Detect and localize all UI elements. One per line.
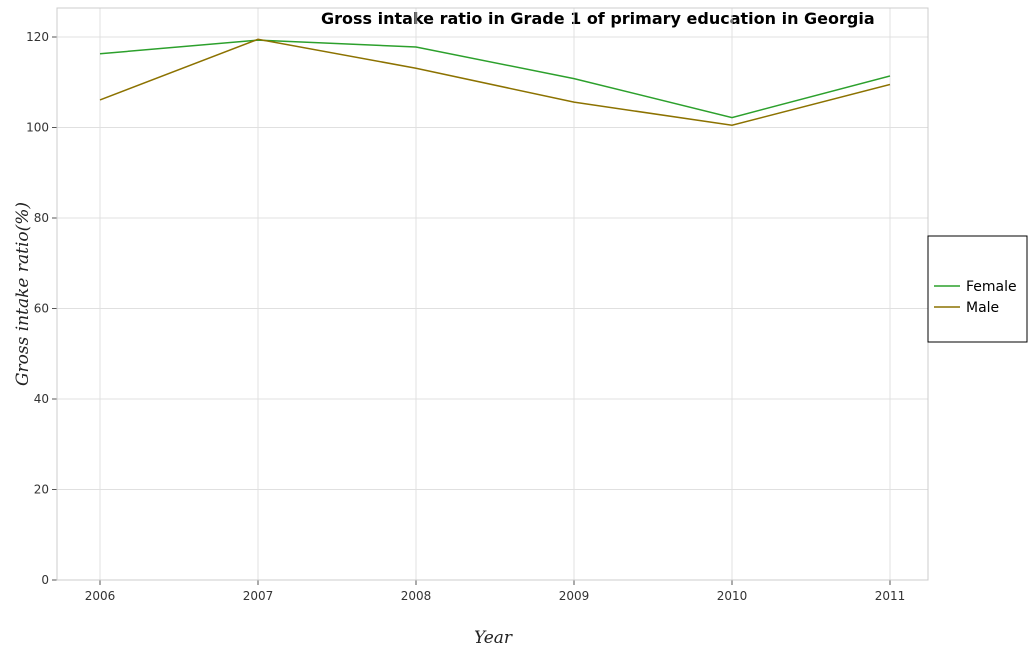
y-axis-label: Gross intake ratio(%) bbox=[13, 202, 33, 386]
y-tick-label: 80 bbox=[34, 211, 49, 225]
plot-frame bbox=[56, 7, 929, 581]
y-tick-label: 60 bbox=[34, 302, 49, 316]
y-axis: 0 20 40 60 80 100 120 bbox=[26, 30, 57, 587]
y-tick-label: 20 bbox=[34, 483, 49, 497]
legend: Female Male bbox=[927, 235, 1028, 343]
series-lines bbox=[99, 38, 891, 127]
y-tick-label: 40 bbox=[34, 392, 49, 406]
chart-title: Gross intake ratio in Grade 1 of primary… bbox=[321, 9, 875, 28]
x-tick-label: 2011 bbox=[875, 589, 906, 603]
x-tick-label: 2008 bbox=[401, 589, 432, 603]
x-tick-label: 2007 bbox=[243, 589, 274, 603]
y-tick-label: 0 bbox=[41, 573, 49, 587]
legend-label-female: Female bbox=[966, 279, 1017, 295]
x-axis-label: Year bbox=[474, 628, 513, 648]
legend-box bbox=[927, 235, 1028, 343]
series-line-female bbox=[99, 39, 891, 119]
grid-lines bbox=[57, 8, 928, 581]
series-line-male bbox=[99, 38, 891, 127]
y-tick-label: 120 bbox=[26, 30, 49, 44]
y-tick-label: 100 bbox=[26, 121, 49, 135]
legend-label-male: Male bbox=[966, 300, 999, 316]
x-tick-label: 2010 bbox=[717, 589, 748, 603]
x-tick-label: 2009 bbox=[559, 589, 590, 603]
x-tick-label: 2006 bbox=[85, 589, 116, 603]
x-axis: 2006 2007 2008 2009 2010 2011 bbox=[85, 580, 906, 603]
